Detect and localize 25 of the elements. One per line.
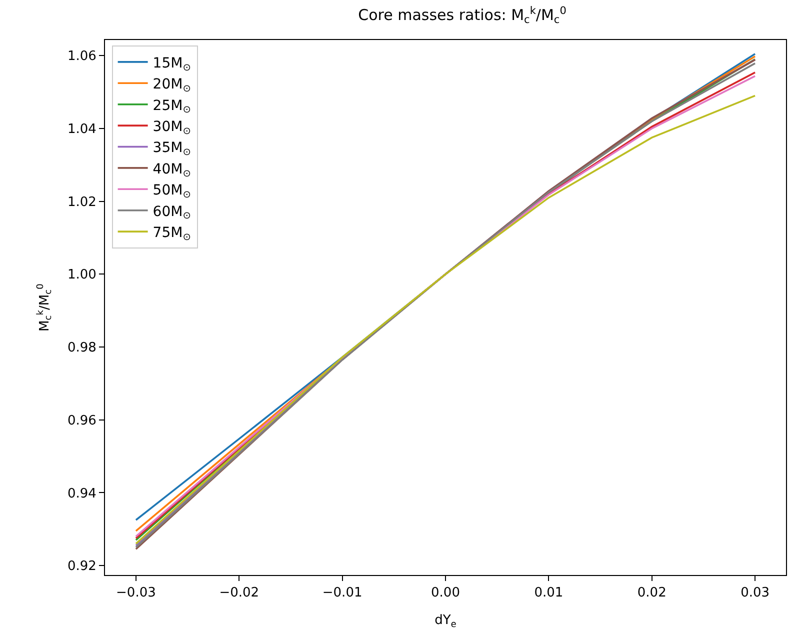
y-tick-label: 0.92 [67,559,96,574]
x-tick-label: −0.03 [116,586,156,601]
legend-label: 30M$_{⊙}$ [152,119,191,137]
legend-label: 75M$_{⊙}$ [152,225,191,243]
legend-label: 50M$_{⊙}$ [152,182,191,201]
y-tick-label: 1.02 [67,194,96,210]
x-tick-label: 0.02 [637,586,666,601]
legend-label: 60M$_{⊙}$ [152,204,191,222]
y-tick-label: 1.06 [67,49,96,64]
legend-label: 35M$_{⊙}$ [152,140,191,158]
y-tick-label: 0.94 [67,486,96,502]
legend-label: 25M$_{⊙}$ [152,98,191,116]
x-axis-title: dY$_{e}$ [434,613,457,630]
x-tick-label: 0.00 [431,586,460,601]
x-tick-label: −0.02 [219,586,260,601]
y-tick-label: 0.98 [67,340,96,356]
legend-label: 15M$_{⊙}$ [152,55,191,74]
x-tick-label: −0.01 [322,586,362,601]
legend-label: 20M$_{⊙}$ [152,76,191,95]
x-tick-label: 0.03 [740,586,770,601]
y-tick-label: 0.96 [67,413,96,428]
x-tick-label: 0.01 [534,586,564,601]
legend-label: 40M$_{⊙}$ [152,161,191,180]
y-tick-label: 1.04 [67,122,96,138]
y-tick-label: 1.00 [67,268,96,283]
